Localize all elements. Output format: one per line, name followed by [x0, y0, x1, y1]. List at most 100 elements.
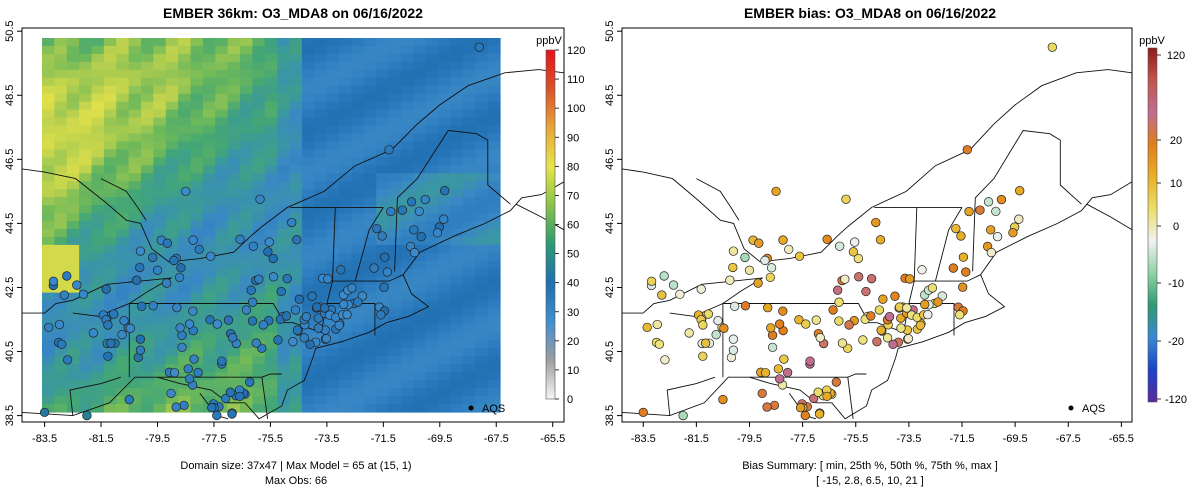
model-grid-cell [475, 364, 489, 373]
model-grid-cell [215, 388, 229, 397]
model-grid-cell [178, 300, 192, 310]
model-grid-cell [66, 300, 80, 310]
model-grid-cell [165, 93, 179, 103]
model-grid-cell [91, 101, 105, 111]
model-grid-cell [227, 236, 241, 246]
model-grid-cell [66, 53, 80, 63]
model-grid-cell [42, 149, 55, 158]
model-grid-cell [413, 332, 427, 341]
model-grid-cell [153, 69, 167, 79]
model-grid-cell [165, 364, 179, 373]
model-grid-cell [240, 372, 254, 381]
model-grid-cell [450, 252, 464, 262]
model-grid-cell [438, 181, 452, 190]
model-grid-cell [450, 189, 464, 198]
right-boundary-line [666, 376, 716, 416]
model-grid-cell [178, 117, 192, 127]
model-grid-cell [277, 93, 291, 103]
model-grid-cell [462, 181, 476, 190]
model-grid-cell [301, 85, 315, 95]
model-grid-cell [91, 236, 105, 246]
model-grid-cell [376, 380, 390, 389]
model-grid-cell [66, 236, 80, 246]
model-grid-cell [165, 316, 179, 326]
model-grid-cell [215, 197, 229, 206]
bias-point [698, 351, 708, 361]
model-grid-cell [264, 260, 278, 270]
model-grid-cell [66, 197, 80, 206]
model-grid-cell [128, 61, 142, 71]
model-grid-cell [178, 221, 192, 230]
model-grid-cell [128, 332, 142, 341]
model-grid-cell [178, 109, 192, 119]
model-grid-cell [351, 109, 365, 119]
model-grid-cell [153, 396, 167, 405]
bias-point [905, 274, 915, 284]
model-grid-cell [413, 125, 427, 135]
model-grid-cell [462, 364, 476, 373]
model-grid-cell [475, 53, 489, 63]
model-grid-cell [376, 38, 390, 47]
model-grid-cell [240, 38, 254, 47]
obs-point [281, 311, 292, 321]
model-grid-cell [178, 284, 192, 294]
model-grid-cell [128, 268, 142, 278]
model-grid-cell [215, 268, 229, 278]
model-grid-cell [42, 396, 55, 405]
model-grid-cell [103, 85, 117, 95]
model-grid-cell [351, 348, 365, 357]
bias-point [778, 235, 788, 245]
model-grid-cell [178, 396, 192, 405]
model-grid-cell [128, 396, 142, 405]
model-grid-cell [190, 149, 204, 158]
obs-point [235, 391, 245, 401]
model-grid-cell [190, 268, 204, 278]
model-grid-cell [215, 300, 229, 310]
model-grid-cell [190, 173, 204, 182]
model-grid-cell [227, 69, 241, 79]
model-grid-cell [339, 109, 353, 119]
model-grid-cell [227, 213, 241, 222]
model-grid-cell [487, 292, 501, 302]
model-grid-cell [400, 364, 414, 373]
model-grid-cell [178, 125, 192, 135]
model-grid-cell [91, 340, 105, 349]
model-grid-cell [215, 324, 229, 334]
bias-point [858, 335, 868, 345]
model-grid-cell [215, 228, 229, 238]
model-grid-cell [351, 69, 365, 79]
model-grid-cell [413, 173, 427, 182]
model-grid-cell [400, 149, 414, 158]
model-grid-cell [240, 244, 254, 254]
model-grid-cell [252, 69, 266, 79]
model-grid-cell [277, 268, 291, 278]
model-grid-cell [66, 396, 80, 405]
model-grid-cell [153, 109, 167, 119]
model-grid-cell [277, 77, 291, 87]
right-boundary-line [847, 377, 854, 419]
model-grid-cell [339, 205, 353, 214]
model-grid-cell [264, 372, 278, 381]
model-grid-cell [264, 388, 278, 397]
model-grid-cell [400, 213, 414, 222]
model-grid-cell [79, 260, 93, 270]
model-grid-cell [141, 228, 155, 238]
model-grid-cell [141, 260, 155, 270]
model-grid-cell [128, 348, 142, 357]
model-grid-cell [400, 69, 414, 79]
model-grid-cell [79, 276, 93, 286]
model-grid-cell [240, 189, 254, 198]
model-grid-cell [301, 117, 315, 127]
left-cb-tick-label: 100 [567, 103, 585, 115]
model-grid-cell [314, 396, 328, 405]
model-grid-cell [351, 356, 365, 365]
model-grid-cell [376, 316, 390, 326]
model-grid-cell [388, 340, 402, 349]
model-grid-cell [141, 348, 155, 357]
model-grid-cell [326, 213, 340, 222]
obs-point [258, 320, 268, 330]
bias-point [763, 303, 773, 313]
model-grid-cell [326, 292, 340, 302]
left-boundary-line [332, 274, 404, 282]
